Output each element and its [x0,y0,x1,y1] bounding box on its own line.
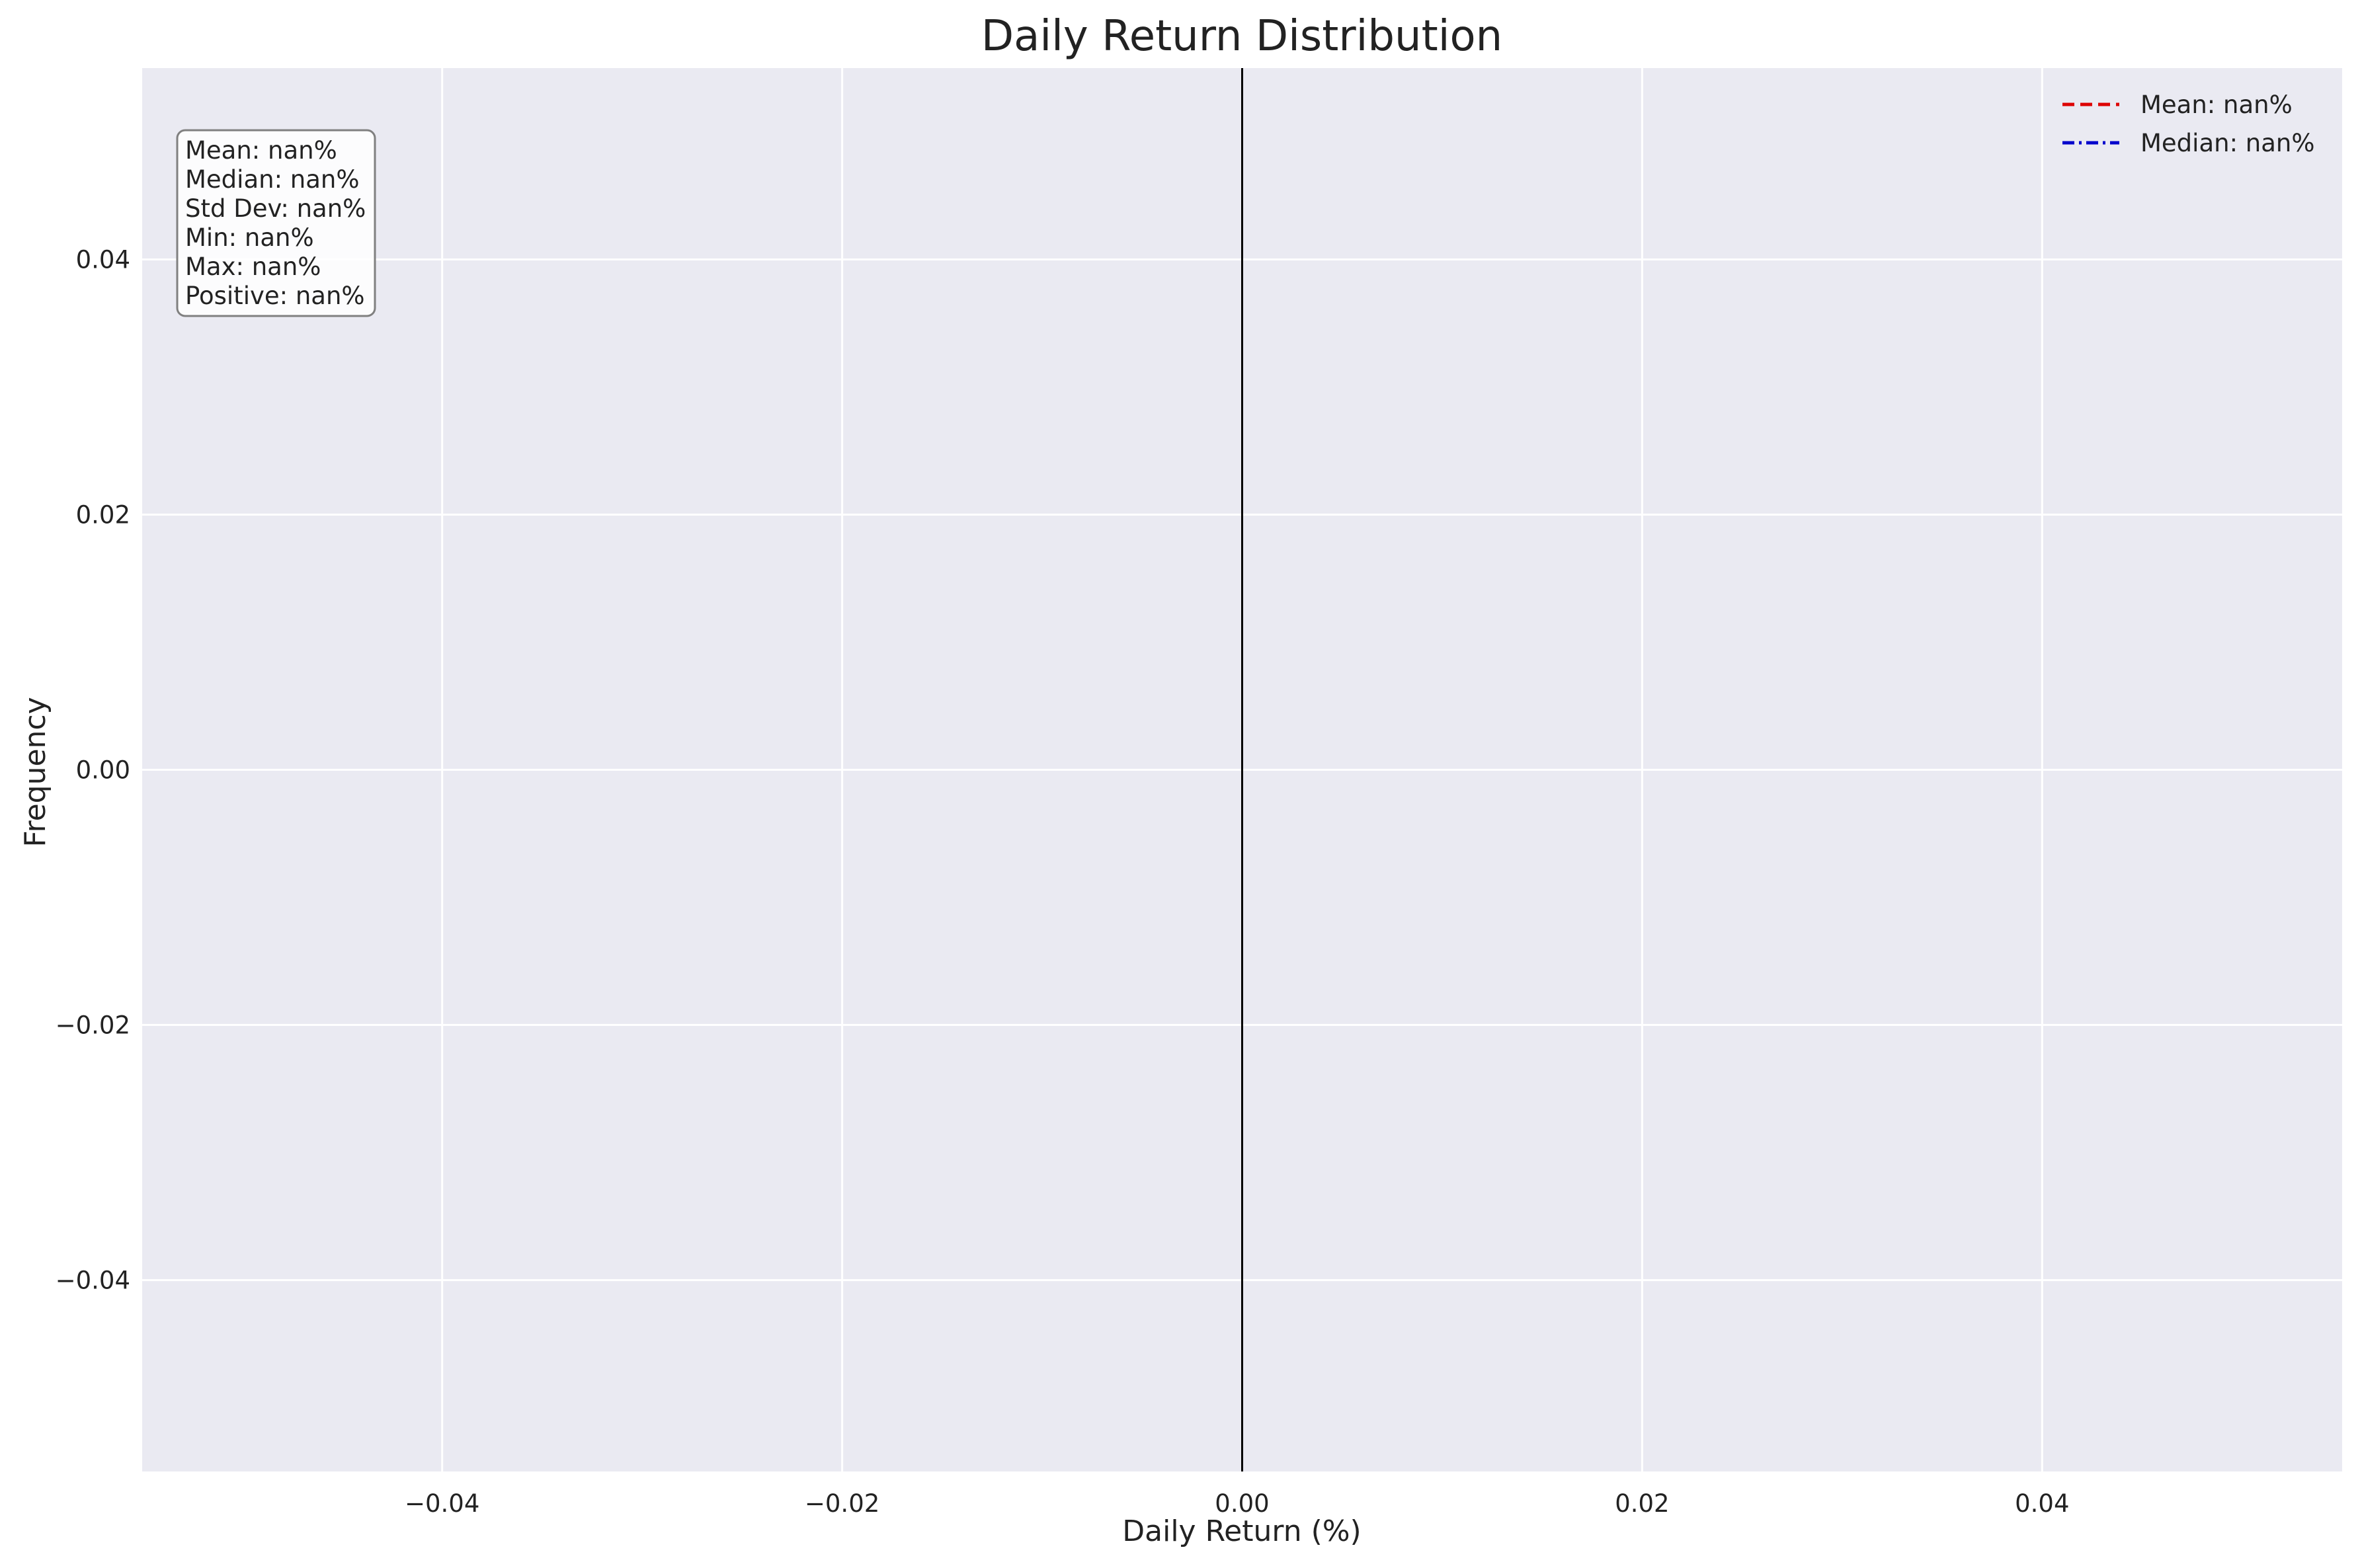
stats-line: Min: nan% [185,223,314,252]
y-tick-label: 0.02 [76,501,130,529]
x-tick-label: 0.04 [2015,1489,2069,1518]
x-tick-label: −0.04 [405,1489,479,1518]
y-tick-label: −0.04 [56,1267,130,1295]
stats-line: Positive: nan% [185,282,365,310]
stats-line: Mean: nan% [185,136,337,165]
x-tick-labels: −0.04 −0.02 0.00 0.02 0.04 [405,1489,2070,1518]
legend: Mean: nan% Median: nan% [2062,91,2315,157]
chart-title: Daily Return Distribution [981,12,1502,61]
y-tick-label: 0.04 [76,246,130,274]
x-tick-label: −0.02 [805,1489,879,1518]
stats-box-frame [176,129,376,317]
y-tick-label: 0.00 [76,756,130,785]
x-axis-label: Daily Return (%) [1122,1514,1361,1548]
x-tick-label: 0.02 [1615,1489,1669,1518]
y-tick-labels: 0.04 0.02 0.00 −0.02 −0.04 [56,246,130,1295]
y-tick-label: −0.02 [56,1011,130,1040]
legend-label: Median: nan% [2140,129,2315,157]
y-axis-label: Frequency [19,697,52,847]
x-tick-label: 0.00 [1215,1489,1269,1518]
stats-line: Median: nan% [185,165,360,194]
stats-line: Max: nan% [185,253,321,281]
stats-box: Mean: nan% Median: nan% Std Dev: nan% Min: … [176,129,376,317]
legend-label: Mean: nan% [2140,91,2293,119]
stats-text: Mean: nan% Median: nan% Std Dev: nan% Min: … [185,136,366,310]
stats-line: Std Dev: nan% [185,194,366,223]
